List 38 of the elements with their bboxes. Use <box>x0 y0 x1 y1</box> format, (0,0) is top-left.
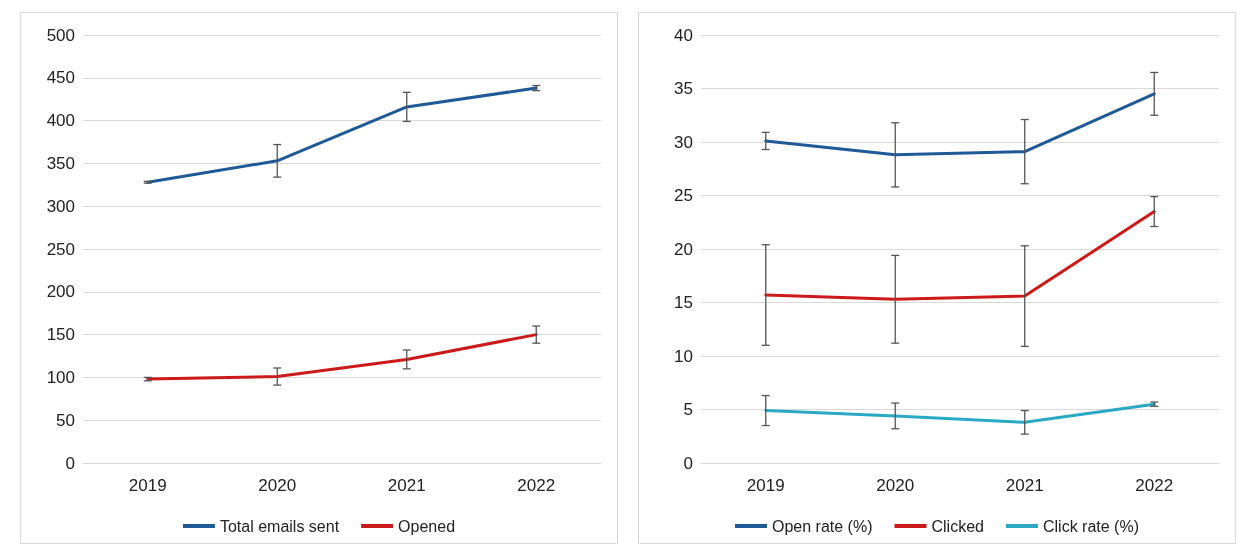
line-series <box>764 92 1156 157</box>
y-tick-label: 25 <box>674 186 693 205</box>
legend-label: Click rate (%) <box>1042 517 1139 535</box>
x-tick-label: 2021 <box>1005 476 1044 495</box>
y-tick-label: 35 <box>674 79 693 98</box>
y-tick-label: 0 <box>65 453 75 473</box>
x-tick-label: 2020 <box>258 476 297 495</box>
y-tick-label: 500 <box>46 25 75 45</box>
y-tick-label: 20 <box>674 239 693 259</box>
line-series <box>764 210 1156 301</box>
y-tick-label: 50 <box>56 410 75 430</box>
y-tick-label: 400 <box>46 111 75 131</box>
y-tick-label: 350 <box>46 153 75 173</box>
x-tick-label: 2022 <box>517 476 556 495</box>
y-tick-label: 15 <box>674 293 693 312</box>
y-tick-label: 40 <box>674 25 693 45</box>
y-tick-label: 0 <box>683 453 693 473</box>
x-tick-label: 2022 <box>1135 476 1174 495</box>
legend-label: Opened <box>398 517 456 535</box>
x-tick-label: 2019 <box>746 476 785 495</box>
y-tick-label: 10 <box>674 346 693 366</box>
legend-label: Open rate (%) <box>772 517 873 535</box>
y-tick-label: 5 <box>683 400 693 419</box>
x-tick-label: 2021 <box>387 476 426 495</box>
y-tick-label: 250 <box>46 239 75 259</box>
y-tick-label: 300 <box>46 196 75 216</box>
legend-label: Clicked <box>931 517 984 535</box>
x-tick-label: 2020 <box>876 476 915 495</box>
line-series <box>764 402 1156 424</box>
y-tick-label: 150 <box>46 325 75 345</box>
y-tick-label: 450 <box>46 68 75 88</box>
y-tick-label: 200 <box>46 282 75 302</box>
y-tick-label: 30 <box>674 132 693 152</box>
line-series <box>146 86 538 184</box>
line-series <box>146 333 538 381</box>
y-tick-label: 100 <box>46 367 75 387</box>
legend-label: Total emails sent <box>219 517 340 535</box>
x-tick-label: 2019 <box>128 476 167 495</box>
